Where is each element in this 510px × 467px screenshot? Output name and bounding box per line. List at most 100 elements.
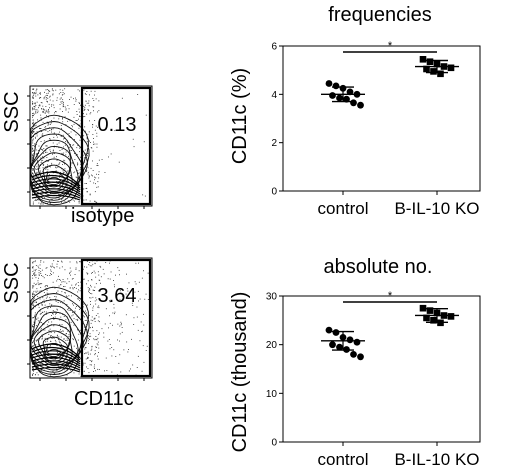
event-dot (141, 331, 142, 333)
event-dot (93, 318, 95, 320)
data-point (336, 94, 343, 102)
event-dot (130, 368, 131, 370)
event-dot (61, 94, 63, 96)
y-tick-label: 0 (271, 187, 277, 198)
event-dot (67, 330, 69, 332)
event-dot (104, 323, 106, 325)
data-point (430, 317, 437, 324)
event-dot (88, 109, 89, 111)
event-dot (37, 94, 39, 96)
event-dot (32, 169, 34, 171)
event-dot (62, 314, 64, 315)
event-dot (33, 92, 35, 93)
event-dot (50, 332, 52, 333)
event-dot (42, 323, 44, 324)
event-dot (68, 181, 69, 183)
event-dot (50, 335, 52, 337)
event-dot (33, 94, 34, 96)
event-dot (76, 147, 78, 149)
event-dot (78, 333, 80, 335)
x-tick-label: B-IL-10 KO (394, 199, 479, 218)
event-dot (78, 118, 79, 120)
event-dot (49, 130, 51, 131)
event-dot (34, 272, 36, 274)
event-dot (85, 310, 86, 312)
event-dot (69, 147, 71, 149)
event-dot (51, 361, 52, 363)
event-dot (117, 267, 119, 269)
event-dot (63, 101, 64, 103)
event-dot (57, 261, 59, 262)
flow-scatter-dots (32, 260, 149, 377)
event-dot (35, 168, 36, 170)
event-dot (48, 200, 50, 202)
event-dot (40, 119, 42, 121)
event-dot (45, 152, 46, 153)
event-dot (44, 304, 46, 306)
event-dot (143, 313, 144, 315)
event-dot (33, 282, 35, 284)
event-dot (52, 142, 54, 144)
event-dot (41, 102, 43, 104)
event-dot (90, 335, 92, 337)
event-dot (46, 121, 48, 123)
event-dot (38, 181, 40, 182)
event-dot (34, 183, 36, 184)
event-dot (37, 320, 39, 322)
contour-core (31, 188, 81, 197)
event-dot (35, 291, 37, 293)
event-dot (87, 358, 88, 359)
event-dot (34, 93, 36, 95)
event-dot (74, 153, 75, 154)
event-dot (32, 112, 34, 114)
event-dot (84, 370, 85, 372)
event-dot (32, 153, 34, 155)
y-tick-label: 30 (266, 292, 278, 303)
plot-frame (282, 45, 481, 192)
event-dot (62, 330, 64, 332)
event-dot (39, 92, 41, 94)
event-dot (45, 311, 47, 313)
event-dot (32, 156, 34, 158)
event-dot (50, 340, 51, 342)
data-point (346, 88, 354, 96)
event-dot (89, 289, 91, 291)
event-dot (57, 290, 59, 292)
event-dot (44, 91, 45, 93)
event-dot (70, 274, 71, 276)
event-dot (88, 175, 90, 177)
event-dot (126, 288, 128, 290)
event-dot (85, 358, 87, 360)
event-dot (36, 283, 38, 285)
event-dot (32, 150, 34, 152)
event-dot (50, 199, 52, 200)
event-dot (42, 159, 44, 161)
plot-frame (282, 295, 481, 443)
event-dot (45, 274, 47, 275)
event-dot (40, 148, 42, 150)
event-dot (60, 92, 62, 93)
event-dot (40, 93, 41, 95)
event-dot (40, 92, 41, 94)
event-dot (77, 282, 79, 283)
event-dot (46, 89, 48, 90)
event-dot (94, 179, 95, 181)
flow-plot-frame (29, 257, 153, 379)
event-dot (69, 261, 71, 263)
event-dot (63, 103, 64, 105)
event-dot (32, 308, 34, 310)
event-dot (65, 295, 67, 297)
event-dot (109, 301, 111, 303)
event-dot (46, 313, 48, 315)
event-dot (91, 272, 92, 274)
event-dot (83, 188, 85, 190)
event-dot (53, 107, 55, 109)
event-dot (42, 275, 44, 277)
event-dot (94, 353, 96, 354)
event-dot (38, 330, 39, 332)
event-dot (63, 286, 64, 287)
contour-core (31, 181, 81, 193)
x-tick-label: B-IL-10 KO (394, 450, 479, 467)
event-dot (59, 104, 61, 105)
event-dot (87, 356, 88, 358)
